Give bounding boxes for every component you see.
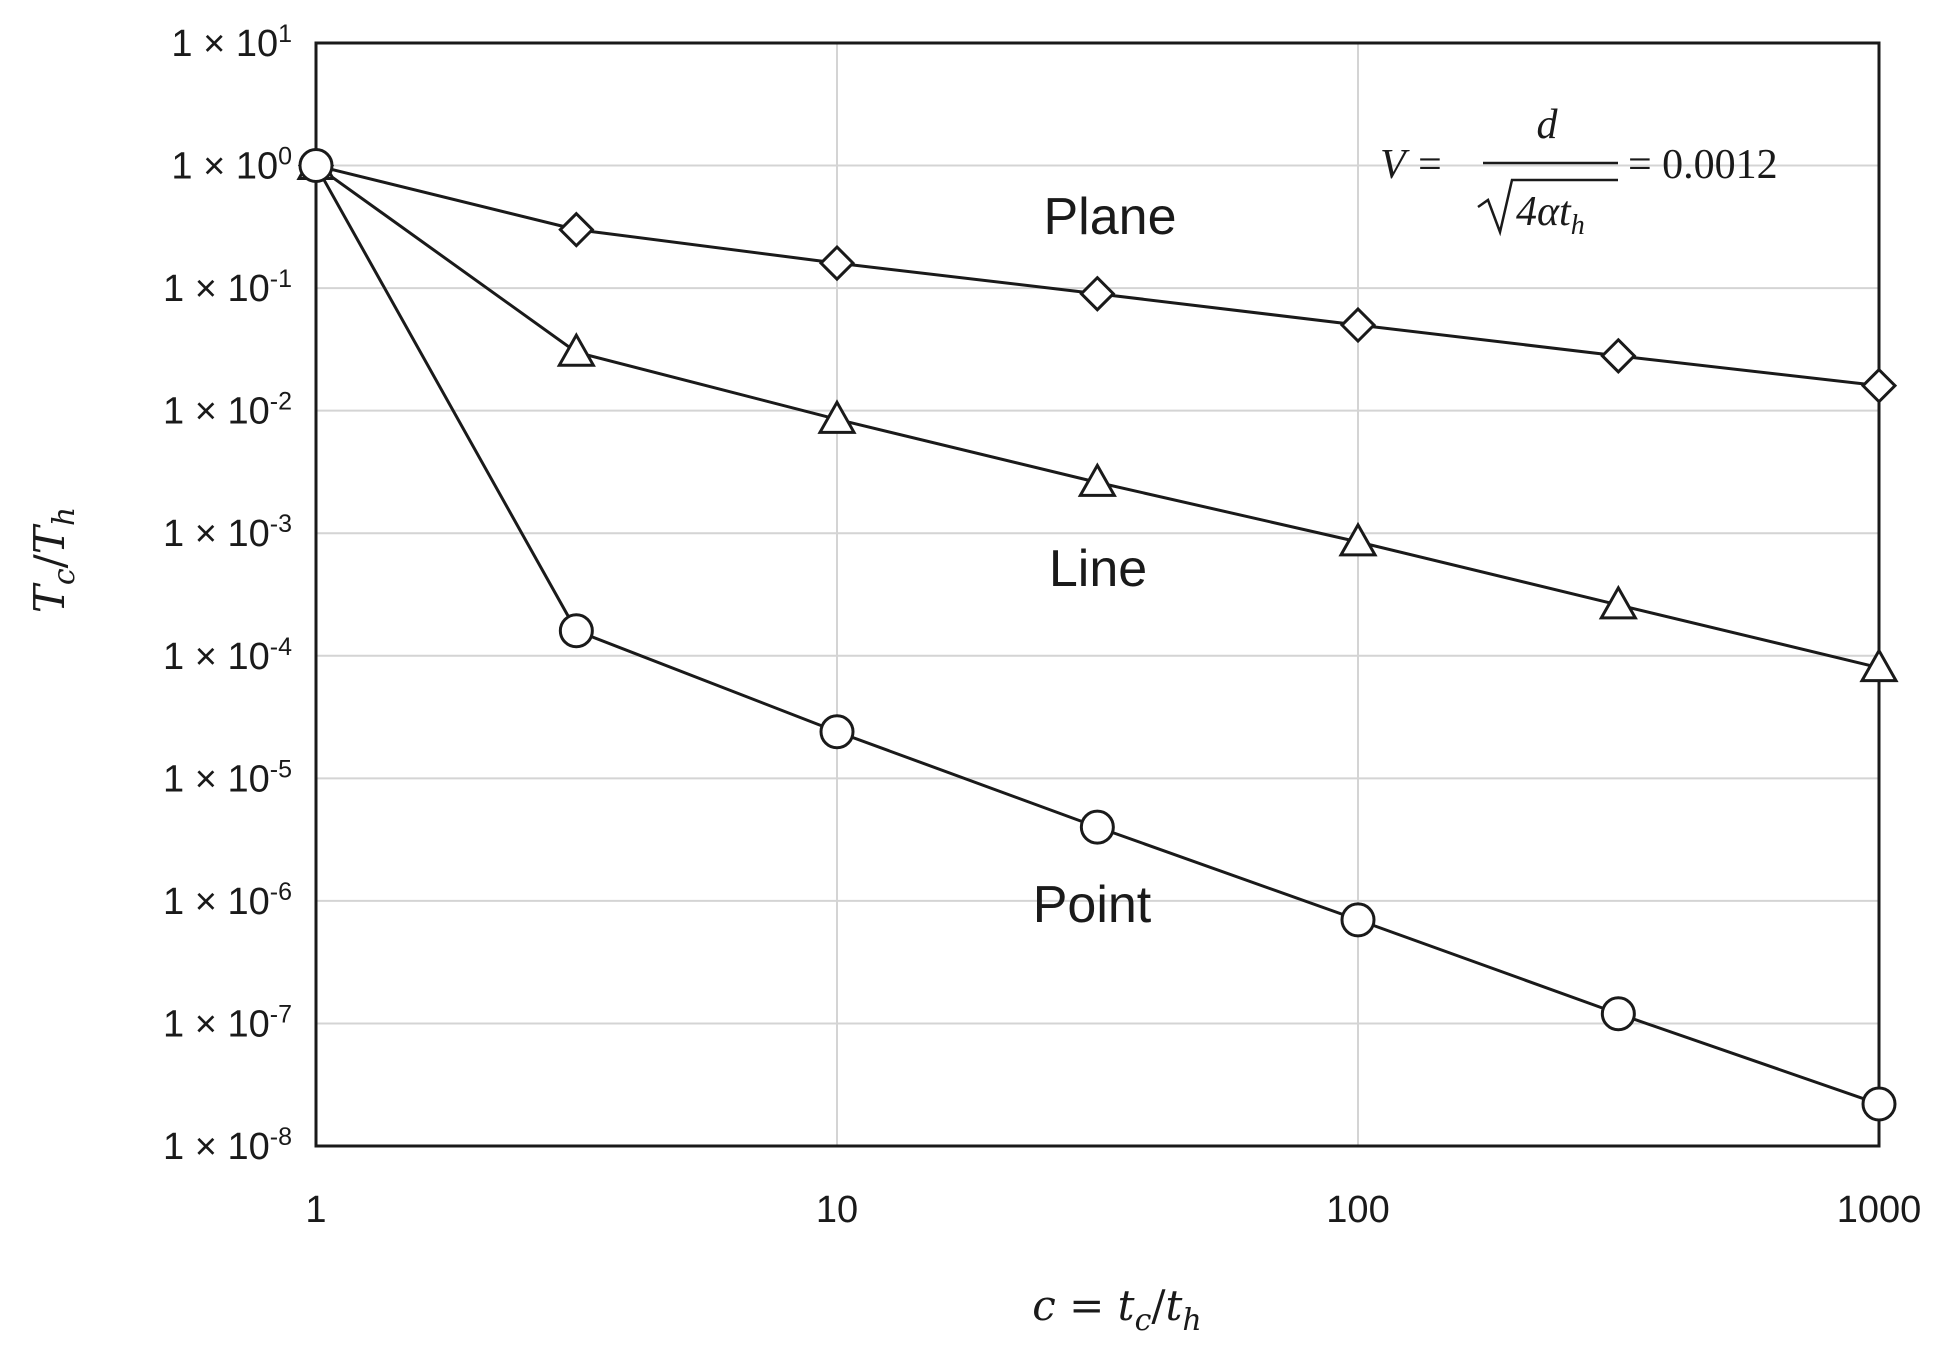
x-label-sub-c: c <box>1135 1303 1152 1338</box>
data-point-plane <box>1600 337 1637 374</box>
data-point-point <box>819 714 855 750</box>
y-tick-exponent: -4 <box>270 633 292 661</box>
x-label-c: c <box>1032 1281 1056 1330</box>
x-tick-label: 1 <box>305 1189 326 1231</box>
data-point-plane <box>1079 275 1116 312</box>
x-axis-ticks: 1 10 100 1000 <box>305 1189 1921 1231</box>
y-tick-label: 1 × 10-5 <box>163 755 292 800</box>
x-tick-label: 10 <box>816 1189 858 1231</box>
y-tick-exponent: -7 <box>270 1000 292 1028</box>
formula-numerator: d <box>1537 102 1559 148</box>
series-label-plane: Plane <box>1044 188 1177 246</box>
x-axis-label: c = tc/th <box>1032 1281 1202 1338</box>
x-label-t2: t <box>1166 1281 1183 1330</box>
y-tick-label: 1 × 10-6 <box>163 878 292 923</box>
data-point-point <box>1600 996 1636 1032</box>
x-tick-label: 1000 <box>1837 1189 1922 1231</box>
y-label-t: T <box>25 582 74 613</box>
data-point-line <box>1338 521 1378 557</box>
x-label-eq: = <box>1056 1281 1118 1330</box>
y-tick-label: 1 × 10-2 <box>163 388 292 433</box>
data-point-point <box>1079 809 1115 845</box>
y-tick-mantissa: 1 × 10 <box>163 1003 270 1045</box>
x-tick-label: 100 <box>1326 1189 1389 1231</box>
data-point-line <box>556 332 596 367</box>
data-point-point <box>1340 902 1376 938</box>
formula-sqrt-sign <box>1477 178 1618 237</box>
y-tick-mantissa: 1 × 10 <box>163 881 270 923</box>
y-tick-mantissa: 1 × 10 <box>163 513 270 555</box>
series-label-point: Point <box>1033 876 1152 934</box>
formula-annotation: V = d 4αth = 0.0012 <box>1380 102 1778 241</box>
formula-rhs: = 0.0012 <box>1628 142 1778 188</box>
y-tick-mantissa: 1 × 10 <box>163 758 270 800</box>
formula-denominator-main: 4αt <box>1516 189 1572 235</box>
y-tick-mantissa: 1 × 10 <box>171 146 278 188</box>
y-tick-exponent: -8 <box>270 1123 292 1151</box>
y-tick-label: 1 × 10-4 <box>163 633 292 678</box>
y-tick-mantissa: 1 × 10 <box>163 1126 270 1168</box>
y-tick-exponent: -5 <box>270 755 292 783</box>
data-point-plane <box>1339 306 1377 344</box>
y-tick-mantissa: 1 × 10 <box>163 268 270 310</box>
data-point-line <box>817 399 857 434</box>
y-axis-label: Tc/Th <box>25 507 82 613</box>
y-tick-label: 1 × 10-7 <box>163 1000 292 1045</box>
y-tick-exponent: 1 <box>278 20 292 48</box>
formula-denominator-sub: h <box>1571 210 1585 241</box>
y-label-slash: / <box>25 553 74 568</box>
y-label-t2: T <box>25 523 74 554</box>
y-tick-label: 1 × 10-1 <box>163 265 292 310</box>
svg-text:Tc/Th: Tc/Th <box>25 507 82 613</box>
data-point-point <box>558 613 594 649</box>
y-tick-exponent: 0 <box>278 143 292 171</box>
y-tick-mantissa: 1 × 10 <box>163 391 270 433</box>
x-label-sub-h: h <box>1182 1303 1201 1338</box>
data-point-line <box>1077 462 1117 497</box>
plot-frame <box>314 41 1881 1148</box>
formula-denominator: 4αth <box>1516 189 1585 241</box>
y-tick-label: 1 × 101 <box>171 20 292 65</box>
y-label-sub-c: c <box>47 568 82 585</box>
series-layer <box>296 145 1899 1122</box>
data-point-line <box>1598 584 1638 620</box>
series-label-line: Line <box>1049 540 1147 598</box>
data-point-plane <box>558 211 595 248</box>
y-tick-exponent: -6 <box>270 878 292 906</box>
formula-lhs: V = <box>1380 142 1444 188</box>
y-tick-label: 1 × 10-8 <box>163 1123 292 1168</box>
y-tick-exponent: -1 <box>270 265 292 293</box>
data-point-line <box>1859 647 1899 683</box>
x-label-t: t <box>1118 1281 1135 1330</box>
x-label-slash: / <box>1151 1281 1166 1330</box>
data-point-point <box>1861 1086 1897 1122</box>
y-tick-mantissa: 1 × 10 <box>171 23 278 65</box>
data-point-point <box>298 148 334 184</box>
data-point-plane <box>1860 367 1898 404</box>
y-tick-exponent: -2 <box>270 388 292 416</box>
y-label-sub-h: h <box>47 507 82 526</box>
y-tick-exponent: -3 <box>270 510 292 538</box>
y-tick-label: 1 × 10-3 <box>163 510 292 555</box>
y-tick-label: 1 × 100 <box>171 143 292 188</box>
y-tick-mantissa: 1 × 10 <box>163 636 270 678</box>
data-point-plane <box>818 244 856 282</box>
